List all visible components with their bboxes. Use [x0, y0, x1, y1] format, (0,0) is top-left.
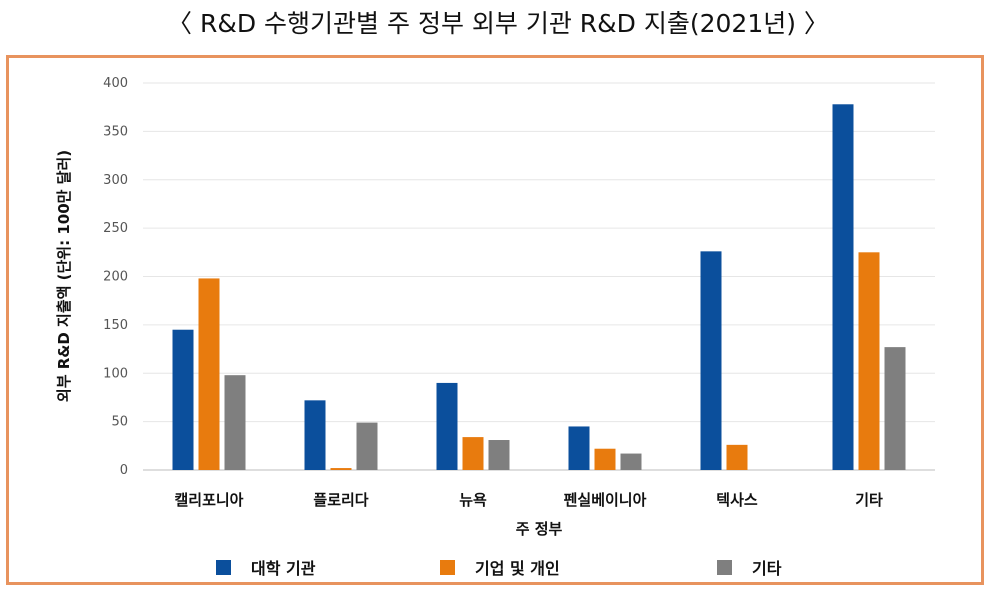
y-axis-label: 외부 R&D 지출액 (단위: 100만 달러) [55, 150, 73, 402]
y-axis-ticks: 0 50 100 150 200 250 300 350 400 [103, 76, 128, 478]
y-tick-label: 150 [103, 318, 128, 333]
legend-swatch [216, 560, 231, 575]
x-axis-label: 주 정부 [516, 520, 563, 538]
bar [700, 251, 722, 470]
legend-swatch [440, 560, 455, 575]
y-tick-label: 50 [111, 415, 128, 430]
legend-swatch [717, 560, 732, 575]
x-category-label: 펜실베이니아 [564, 491, 647, 509]
bars [172, 104, 906, 470]
y-tick-label: 250 [103, 221, 128, 236]
x-category-label: 텍사스 [716, 491, 758, 509]
y-tick-label: 350 [103, 124, 128, 139]
bar [172, 329, 194, 470]
bar [884, 347, 906, 470]
bar [594, 448, 616, 470]
bar [620, 453, 642, 470]
bar [462, 437, 484, 470]
bar [198, 278, 220, 470]
legend-label: 기업 및 개인 [475, 559, 560, 578]
bar [726, 444, 748, 470]
legend: 대학 기관 기업 및 개인 기타 [216, 559, 782, 578]
y-tick-label: 400 [103, 76, 128, 91]
y-tick-label: 200 [103, 270, 128, 285]
x-axis-categories: 캘리포니아 플로리다 뉴욕 펜실베이니아 텍사스 기타 [174, 491, 883, 509]
x-category-label: 뉴욕 [459, 491, 487, 509]
x-category-label: 플로리다 [313, 491, 368, 509]
bar [568, 426, 590, 470]
bar [488, 440, 510, 470]
gridlines [143, 82, 935, 471]
x-category-label: 기타 [855, 491, 883, 509]
chart-frame [6, 55, 984, 585]
y-tick-label: 300 [103, 173, 128, 188]
legend-label: 기타 [752, 559, 782, 578]
bar [436, 382, 458, 470]
bar [304, 400, 326, 470]
bar [224, 375, 246, 470]
bar [356, 422, 378, 470]
y-tick-label: 100 [103, 366, 128, 381]
bar [832, 104, 854, 470]
bar [330, 468, 352, 470]
y-tick-label: 0 [120, 463, 128, 478]
bar [858, 252, 880, 470]
legend-label: 대학 기관 [251, 559, 316, 578]
chart-title: 〈 R&D 수행기관별 주 정부 외부 기관 R&D 지출(2021년) 〉 [167, 9, 829, 38]
x-category-label: 캘리포니아 [174, 491, 243, 509]
